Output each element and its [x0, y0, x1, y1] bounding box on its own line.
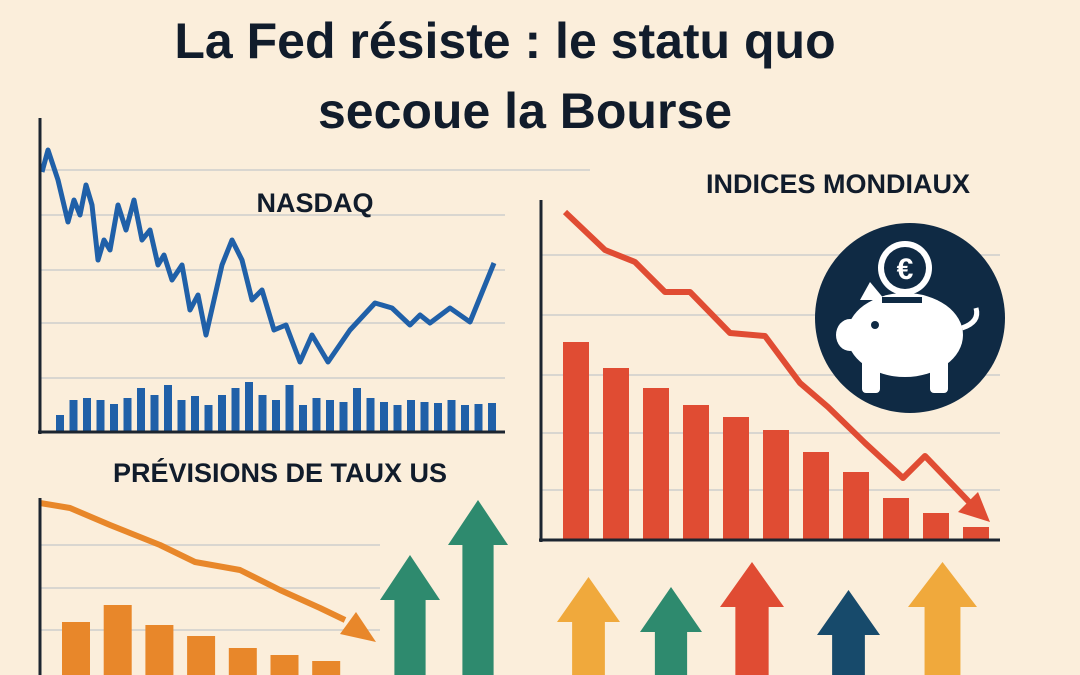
up-arrow — [557, 577, 620, 675]
up-arrow — [640, 587, 702, 675]
volume-bar — [272, 400, 280, 432]
volume-bar — [245, 382, 253, 432]
volume-bars — [56, 382, 496, 432]
volume-bar — [407, 400, 415, 432]
arrow-head — [340, 612, 376, 642]
up-arrow — [908, 562, 977, 675]
title-line: La Fed résiste : le statu quo — [174, 13, 835, 69]
up-arrow — [380, 555, 440, 675]
price-line — [39, 147, 497, 365]
volume-bar — [137, 388, 145, 432]
rate-bar — [62, 622, 90, 675]
up-arrow — [720, 562, 784, 675]
trend-line — [562, 209, 975, 508]
volume-bar — [326, 400, 334, 432]
volume-bar — [177, 400, 186, 432]
up-arrows — [380, 500, 977, 675]
index-bar — [843, 472, 869, 540]
rate-bar — [145, 625, 174, 675]
volume-bar — [110, 404, 118, 432]
index-bar — [923, 513, 949, 540]
rate-bar — [312, 661, 341, 675]
arrow-head — [958, 492, 990, 522]
volume-bar — [474, 404, 483, 432]
rate-bar — [103, 605, 132, 675]
nasdaq-panel: NASDAQ — [38, 118, 590, 434]
volume-bar — [353, 388, 361, 432]
index-bar — [963, 527, 989, 540]
panel-label: INDICES MONDIAUX — [706, 169, 970, 199]
title-line: secoue la Bourse — [318, 83, 732, 139]
index-bar — [603, 368, 629, 540]
rate-bars — [62, 605, 341, 675]
volume-bar — [56, 415, 64, 432]
volume-bar — [150, 395, 159, 432]
rate-bar — [228, 648, 257, 675]
coin-symbol: € — [897, 253, 914, 286]
volume-bar — [258, 395, 267, 432]
volume-bar — [285, 385, 294, 432]
volume-bar — [83, 398, 91, 432]
rate-bar — [187, 636, 216, 675]
volume-bar — [123, 398, 132, 432]
volume-bar — [380, 402, 388, 432]
volume-bar — [434, 403, 442, 432]
volume-bar — [312, 398, 321, 432]
index-bar — [763, 430, 789, 540]
volume-bar — [164, 385, 172, 432]
volume-bar — [420, 402, 429, 432]
panel-label: NASDAQ — [256, 188, 373, 218]
volume-bar — [191, 396, 199, 432]
index-bar — [643, 388, 669, 540]
volume-bar — [204, 405, 213, 432]
volume-bar — [488, 403, 496, 432]
up-arrow — [817, 590, 880, 675]
indices-panel: INDICES MONDIAUX € — [539, 169, 1005, 542]
volume-bar — [69, 400, 78, 432]
rates-panel: PRÉVISIONS DE TAUX US — [38, 457, 447, 675]
rate-bar — [270, 655, 299, 675]
panel-label: PRÉVISIONS DE TAUX US — [113, 457, 447, 488]
volume-bar — [299, 405, 307, 432]
up-arrow — [448, 500, 508, 675]
index-bar — [883, 498, 909, 540]
volume-bar — [218, 395, 226, 432]
volume-bar — [366, 398, 375, 432]
index-bar — [563, 342, 589, 540]
volume-bar — [393, 405, 402, 432]
volume-bar — [447, 400, 456, 432]
volume-bar — [231, 388, 240, 432]
index-bar — [683, 405, 709, 540]
trend-line — [39, 500, 347, 623]
volume-bar — [461, 405, 469, 432]
index-bar — [803, 452, 829, 540]
piggy-icon: € — [815, 223, 1005, 413]
volume-bar — [339, 402, 348, 432]
index-bar — [723, 417, 749, 540]
volume-bar — [96, 400, 105, 432]
index-bars — [563, 342, 989, 540]
